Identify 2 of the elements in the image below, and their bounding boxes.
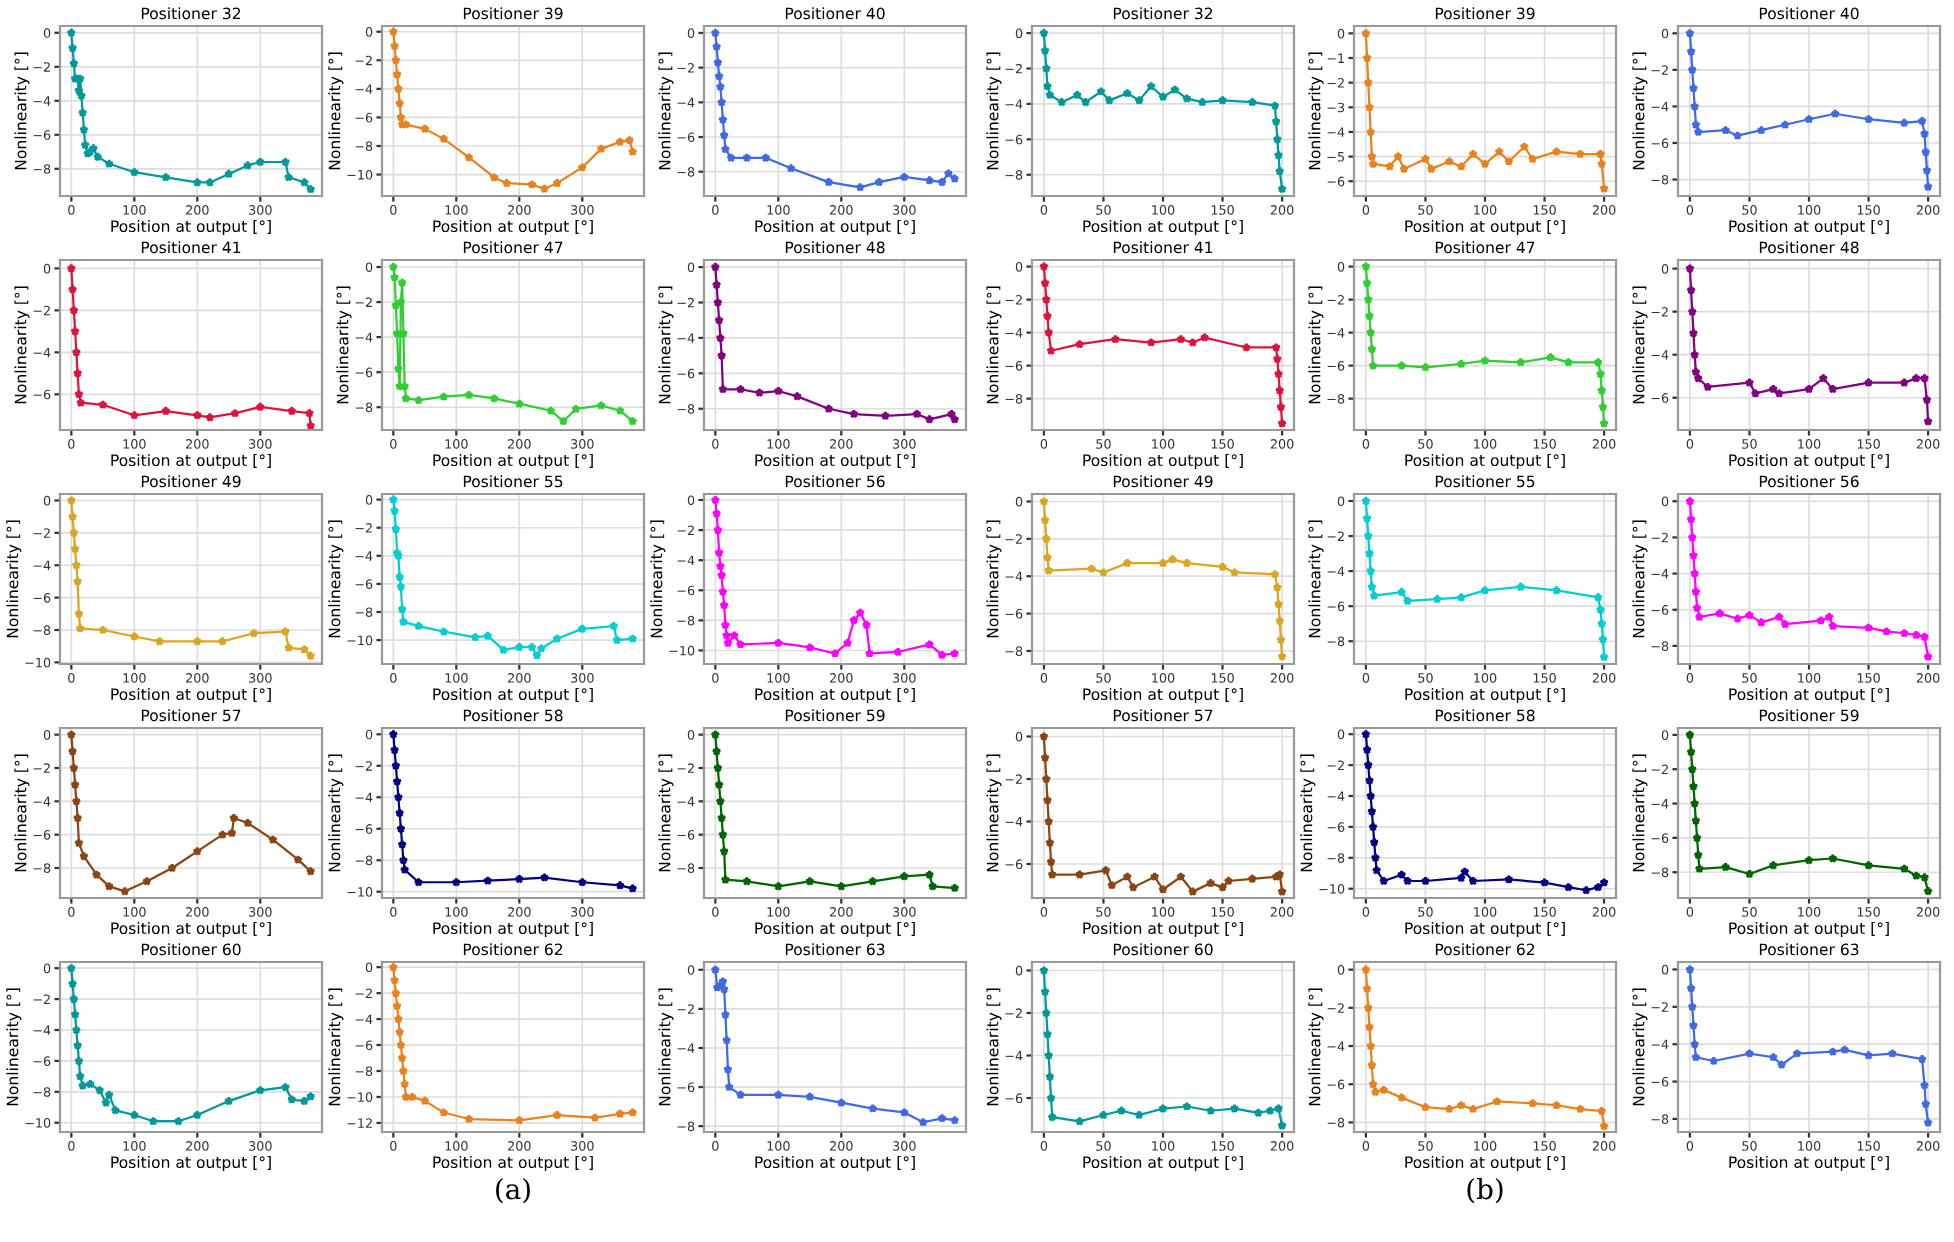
text: (a) [496, 1177, 530, 1204]
text: (b) [1467, 1177, 1503, 1204]
